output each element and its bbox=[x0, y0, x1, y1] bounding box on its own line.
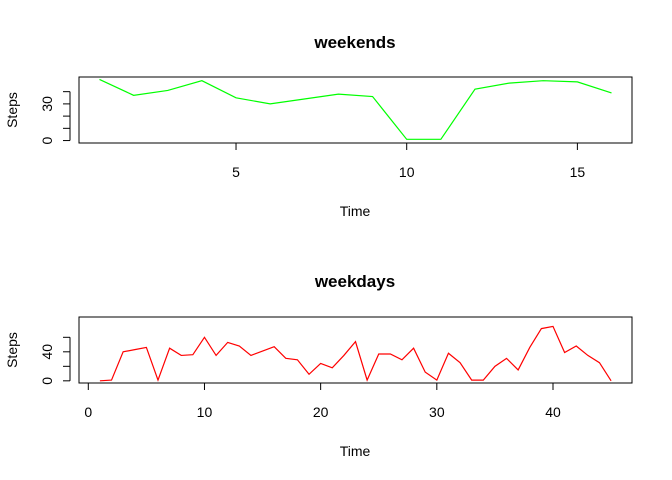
x-tick-label: 10 bbox=[399, 164, 415, 180]
y-axis: 0 30 bbox=[39, 91, 71, 144]
y-tick-label: 0 bbox=[39, 377, 55, 385]
series-weekdays bbox=[99, 325, 612, 382]
x-tick-label: 20 bbox=[313, 404, 329, 420]
series-line bbox=[99, 325, 612, 382]
y-tick-label: 40 bbox=[39, 344, 55, 360]
series-line bbox=[99, 78, 612, 140]
chart-title: weekdays bbox=[314, 272, 395, 291]
series-weekends bbox=[99, 78, 612, 140]
x-axis: 5 10 15 bbox=[232, 142, 586, 180]
y-tick-label: 30 bbox=[39, 96, 55, 112]
plot-box bbox=[78, 76, 633, 144]
x-axis: 0 10 20 30 40 bbox=[84, 382, 561, 420]
chart-weekdays: weekdays 0 10 20 30 40 0 40 Time Steps bbox=[4, 272, 633, 459]
x-axis-label: Time bbox=[340, 203, 371, 219]
chart-title: weekends bbox=[313, 33, 395, 52]
x-tick-label: 40 bbox=[545, 404, 561, 420]
x-tick-label: 0 bbox=[84, 404, 92, 420]
y-tick-label: 0 bbox=[39, 136, 55, 144]
x-tick-label: 30 bbox=[429, 404, 445, 420]
x-tick-label: 15 bbox=[570, 164, 586, 180]
x-tick-label: 10 bbox=[197, 404, 213, 420]
y-axis-label: Steps bbox=[4, 92, 20, 128]
y-axis-label: Steps bbox=[4, 332, 20, 368]
x-tick-label: 5 bbox=[232, 164, 240, 180]
chart-weekends: weekends 5 10 15 0 30 Time Steps bbox=[4, 33, 633, 219]
x-axis-label: Time bbox=[340, 443, 371, 459]
y-axis: 0 40 bbox=[39, 336, 71, 385]
